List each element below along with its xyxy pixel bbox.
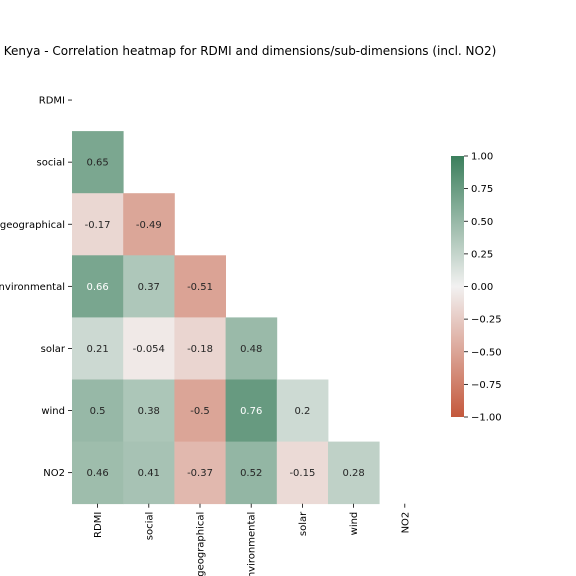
colorbar-tick-label: −0.50 bbox=[471, 347, 502, 358]
row-tick-labels: RDMI social geographical environmental solar… bbox=[0, 96, 72, 480]
row-tick-label: social bbox=[36, 158, 65, 169]
colorbar-tick-label: 0.50 bbox=[471, 217, 493, 228]
cell-value-label: 0.2 bbox=[294, 406, 310, 417]
colorbar-tick-label: 0.25 bbox=[471, 249, 493, 260]
row-tick-label: RDMI bbox=[39, 96, 65, 107]
cell-value-label: 0.48 bbox=[240, 344, 262, 355]
cell-value-label: -0.49 bbox=[136, 220, 162, 231]
cell-value-label: 0.76 bbox=[240, 406, 262, 417]
cell-value-label: 0.46 bbox=[86, 468, 108, 479]
column-tick-label: environmental bbox=[247, 512, 258, 576]
column-tick-labels: RDMI social geographical environmental solar… bbox=[93, 504, 411, 576]
cell-value-label: 0.66 bbox=[86, 282, 108, 293]
row-tick-label: solar bbox=[41, 344, 66, 355]
column-tick-label: geographical bbox=[196, 512, 207, 576]
column-tick-label: RDMI bbox=[93, 512, 104, 538]
row-tick-label: geographical bbox=[0, 220, 65, 231]
cell-value-label: 0.37 bbox=[138, 282, 160, 293]
colorbar-tick-label: 0.75 bbox=[471, 184, 493, 195]
chart-title: Kenya - Correlation heatmap for RDMI and… bbox=[4, 44, 497, 58]
cell-value-label: -0.054 bbox=[133, 344, 165, 355]
colorbar-tick-label: −0.25 bbox=[471, 315, 502, 326]
column-tick-label: NO2 bbox=[400, 512, 411, 534]
cell-value-label: -0.51 bbox=[187, 282, 213, 293]
cell-value-label: 0.5 bbox=[90, 406, 106, 417]
heatmap-grid: 0.65 -0.17 -0.49 0.66 0.37 -0.51 0.21 -0.054 -0.… bbox=[72, 131, 380, 504]
colorbar: 1.00 0.75 0.50 0.25 0.00 −0.25 −0.50 −0.75 −1.00 bbox=[451, 152, 502, 424]
cell-value-label: -0.5 bbox=[190, 406, 210, 417]
cell-value-label: -0.37 bbox=[187, 468, 213, 479]
cell-value-label: -0.15 bbox=[289, 468, 315, 479]
colorbar-tick-label: 1.00 bbox=[471, 152, 493, 163]
column-tick-label: social bbox=[144, 512, 155, 541]
cell-value-label: 0.41 bbox=[138, 468, 160, 479]
colorbar-tick-label: −1.00 bbox=[471, 413, 502, 424]
row-tick-label: NO2 bbox=[43, 468, 65, 479]
column-tick-label: solar bbox=[298, 511, 309, 536]
colorbar-gradient bbox=[451, 156, 464, 417]
cell-value-label: -0.18 bbox=[187, 344, 213, 355]
cell-value-label: -0.17 bbox=[85, 220, 111, 231]
cell-value-label: 0.21 bbox=[86, 344, 108, 355]
row-tick-label: wind bbox=[41, 406, 65, 417]
colorbar-tick-label: −0.75 bbox=[471, 380, 502, 391]
colorbar-tick-label: 0.00 bbox=[471, 282, 493, 293]
row-tick-label: environmental bbox=[0, 282, 65, 293]
column-tick-label: wind bbox=[349, 512, 360, 536]
cell-value-label: 0.52 bbox=[240, 468, 262, 479]
cell-value-label: 0.65 bbox=[86, 158, 108, 169]
cell-value-label: 0.38 bbox=[138, 406, 160, 417]
cell-value-label: 0.28 bbox=[342, 468, 364, 479]
